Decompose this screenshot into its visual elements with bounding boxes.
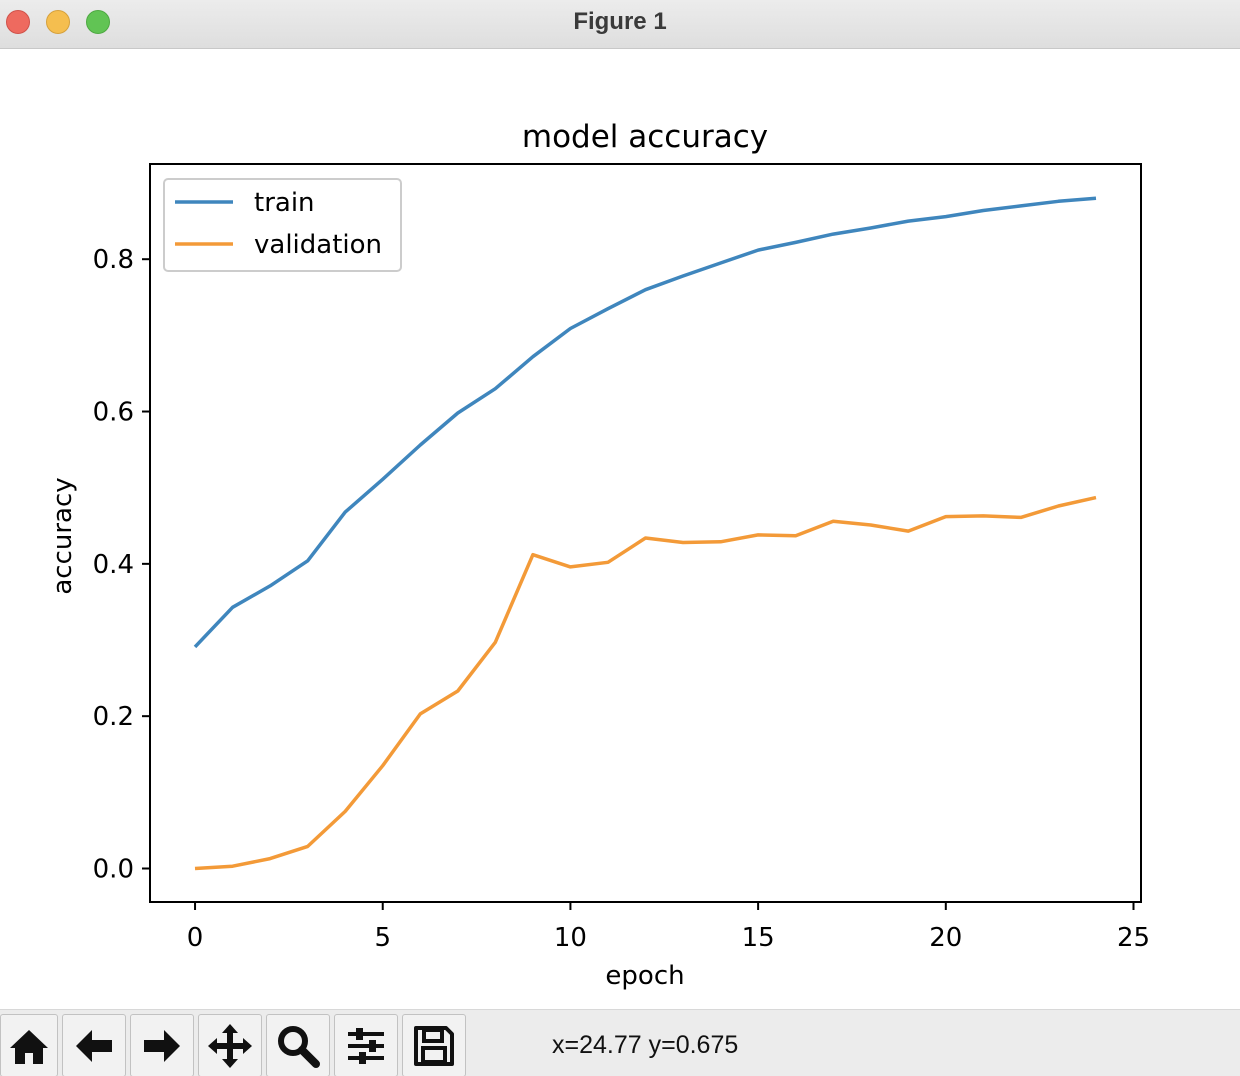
back-button[interactable] (62, 1014, 126, 1076)
close-window-button[interactable] (6, 10, 30, 34)
legend-label-validation: validation (254, 230, 382, 260)
legend: train validation (163, 178, 402, 272)
forward-arrow-icon (144, 1029, 180, 1062)
y-tick-label: 0.2 (93, 702, 134, 732)
pan-move-icon (208, 1023, 252, 1068)
series-lines (193, 196, 1097, 871)
minimize-window-button[interactable] (46, 10, 70, 34)
y-tick-label: 0.0 (93, 854, 134, 884)
home-button[interactable] (0, 1014, 58, 1076)
x-axis-label: epoch (605, 961, 684, 991)
pan-button[interactable] (198, 1014, 262, 1076)
x-tick-label: 10 (554, 923, 587, 953)
y-axis-label: accuracy (48, 477, 78, 594)
y-tick-label: 0.8 (93, 245, 134, 275)
series-line-validation (194, 495, 1097, 871)
x-tick-label: 15 (742, 923, 775, 953)
save-button[interactable] (402, 1014, 466, 1076)
y-tick-label: 0.6 (93, 398, 134, 428)
chart-title: model accuracy (522, 119, 768, 155)
forward-button[interactable] (130, 1014, 194, 1076)
zoom-button[interactable] (266, 1014, 330, 1076)
x-tick-label: 25 (1117, 923, 1150, 953)
x-axis-ticks: 0 5 10 15 20 25 (187, 902, 1150, 953)
figure-canvas[interactable]: model accuracy 0 5 10 15 20 25 0.0 0.2 0.4 0.6 0.… (0, 49, 1240, 1009)
legend-label-train: train (254, 188, 315, 218)
series-line-train (193, 196, 1097, 649)
configure-subplots-icon (348, 1027, 384, 1064)
accuracy-chart: model accuracy 0 5 10 15 20 25 0.00.20.40.60.… (48, 119, 1150, 991)
save-floppy-icon (414, 1025, 454, 1066)
x-tick-label: 5 (374, 923, 391, 953)
cursor-coordinates: x=24.77 y=0.675 (552, 1031, 739, 1059)
configure-subplots-button[interactable] (334, 1014, 398, 1076)
back-arrow-icon (76, 1029, 112, 1062)
zoom-magnifier-icon (278, 1025, 320, 1068)
navigation-toolbar (0, 1009, 1240, 1076)
x-tick-label: 0 (187, 923, 204, 953)
home-icon (10, 1029, 48, 1064)
y-tick-label: 0.4 (93, 550, 134, 580)
title-bar: Figure 1 (0, 0, 1240, 49)
window-title: Figure 1 (573, 8, 667, 35)
y-axis-ticks: 0.0 0.2 0.4 0.6 0.8 (93, 245, 150, 884)
axes-frame (149, 163, 1142, 903)
x-tick-label: 20 (929, 923, 962, 953)
maximize-window-button[interactable] (86, 10, 110, 34)
